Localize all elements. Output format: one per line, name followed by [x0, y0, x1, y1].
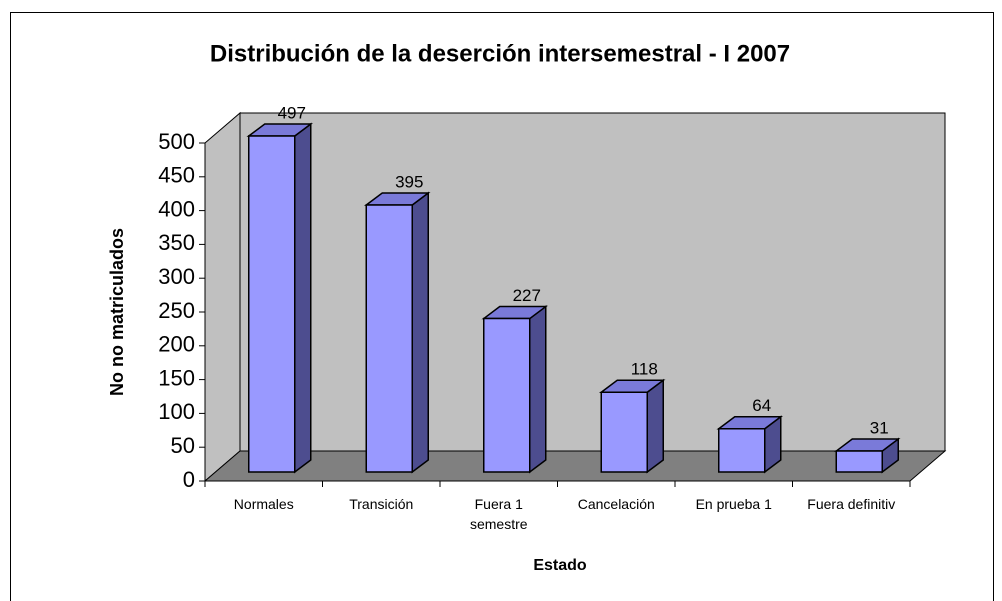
x-tick-label: Fuera definitiv — [807, 496, 896, 512]
bar-side — [411, 191, 429, 474]
back-wall — [239, 112, 946, 452]
x-tick-label: En prueba 1 — [695, 496, 772, 512]
bar-front — [483, 317, 531, 473]
bar-front — [248, 135, 296, 473]
value-label: 497 — [278, 104, 306, 123]
y-tick-label: 100 — [158, 399, 195, 424]
value-label: 118 — [631, 360, 658, 379]
y-tick-label: 450 — [158, 163, 195, 188]
y-tick-label: 500 — [158, 129, 195, 154]
bar-side — [529, 305, 547, 474]
value-label: 227 — [513, 286, 541, 305]
y-tick-label: 200 — [158, 332, 195, 357]
floor — [203, 450, 947, 482]
chart-title: Distribución de la deserción intersemest… — [210, 40, 790, 67]
value-label: 395 — [395, 172, 423, 191]
bar-front — [365, 204, 413, 473]
value-label: 31 — [870, 419, 889, 438]
y-tick-label: 150 — [158, 365, 195, 390]
bar — [834, 437, 901, 474]
x-tick-label: Cancelación — [577, 496, 655, 512]
y-tick-label: 50 — [171, 433, 195, 458]
bar — [716, 415, 783, 474]
bar-side — [646, 378, 664, 474]
bar — [364, 191, 431, 474]
y-tick-label: 350 — [158, 230, 195, 255]
y-tick-label: 250 — [158, 298, 195, 323]
bar-front — [600, 391, 648, 473]
x-tick-label: Normales — [233, 496, 294, 512]
bar — [599, 378, 666, 474]
side-wall — [204, 111, 241, 483]
y-tick-label: 400 — [158, 196, 195, 221]
y-tick-label: 300 — [158, 264, 195, 289]
x-tick-label: Fuera 1 semestre — [469, 496, 528, 532]
x-tick-label: Transición — [349, 496, 414, 512]
bar — [481, 305, 548, 474]
bar — [246, 122, 313, 474]
y-axis-label: No no matriculados — [107, 228, 127, 396]
bar-front — [718, 427, 766, 473]
bar-side — [294, 122, 312, 474]
bar-front — [835, 450, 883, 473]
y-tick-label: 0 — [183, 467, 195, 492]
value-label: 64 — [752, 396, 771, 415]
x-axis-label: Estado — [533, 557, 587, 574]
